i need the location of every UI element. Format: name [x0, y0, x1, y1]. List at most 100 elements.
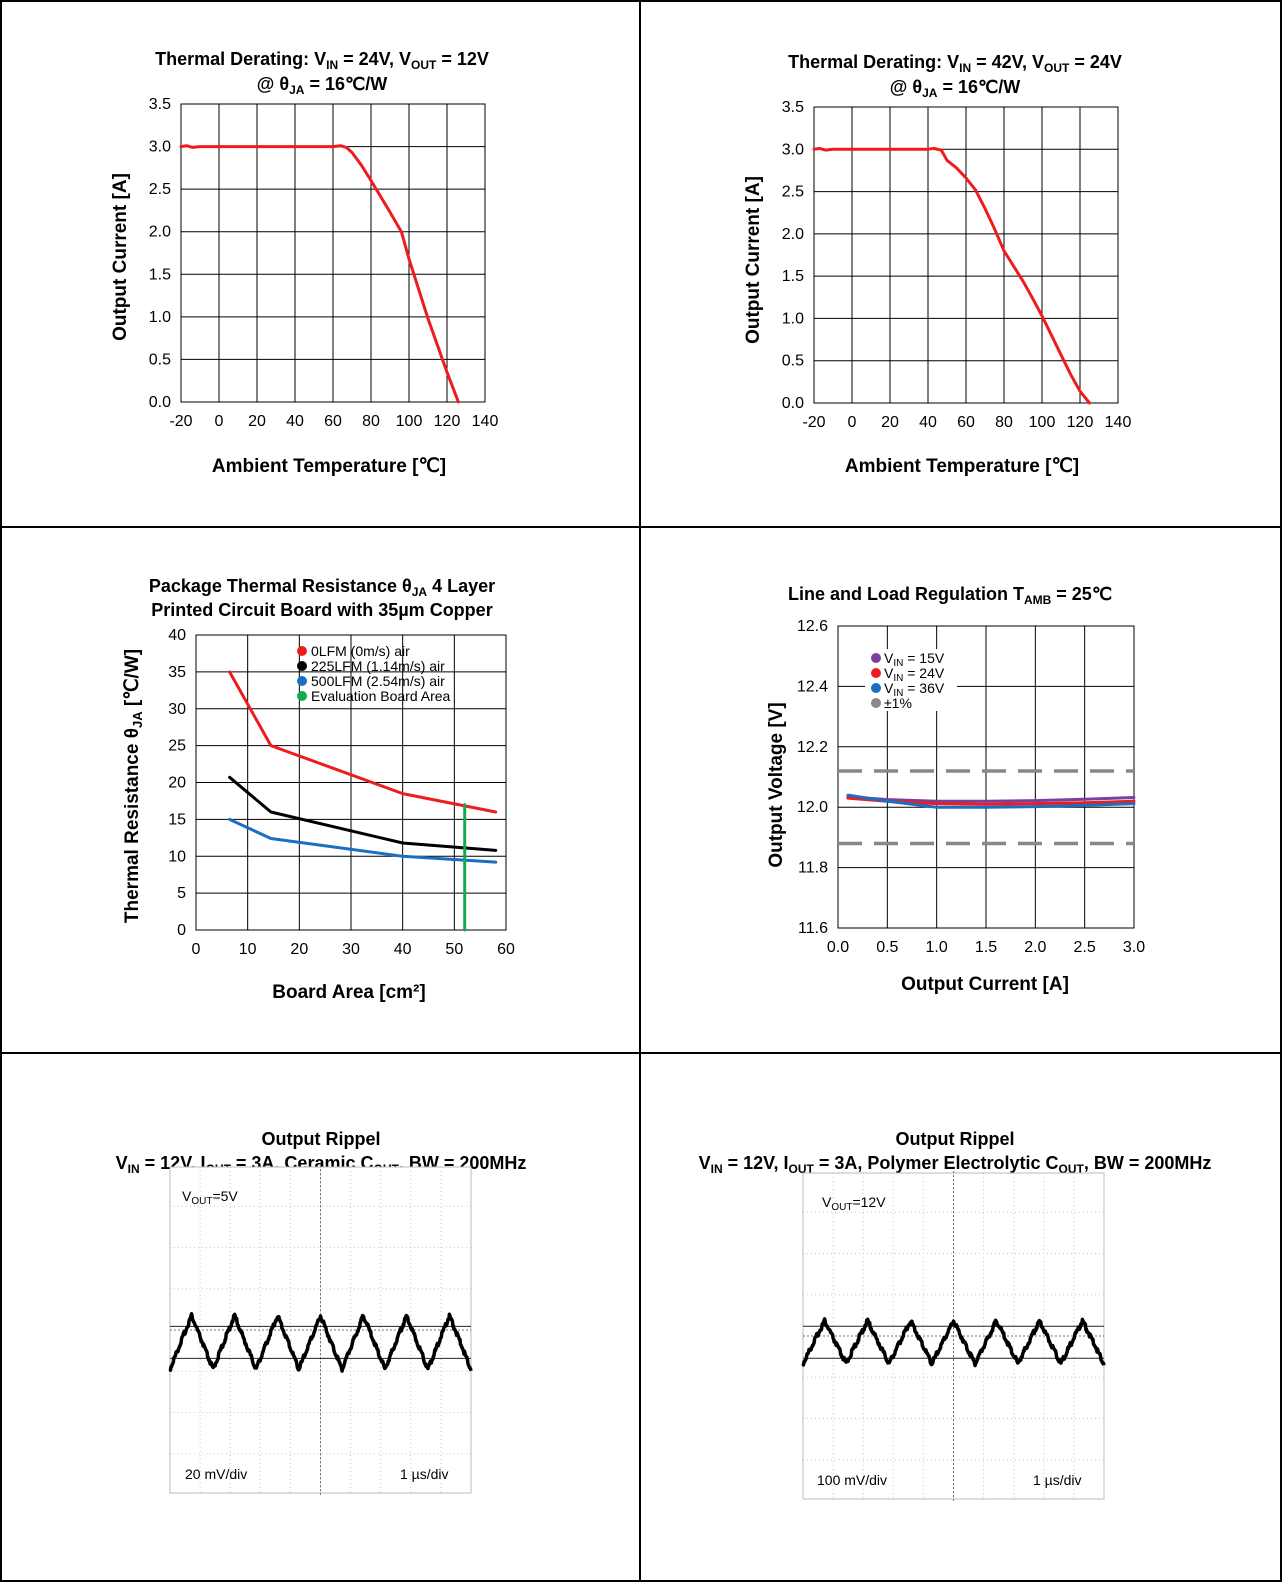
chart3-title-line1: Package Thermal Resistance θJA 4 Layer	[149, 576, 495, 599]
chart-thermal-derating-42v: Thermal Derating: VIN = 42V, VOUT = 24V …	[743, 52, 1131, 477]
chart3-x-tick-label: 20	[290, 941, 308, 958]
chart3-title-line2: Printed Circuit Board with 35µm Copper	[151, 600, 492, 620]
chart4-title: Line and Load Regulation TAMB = 25℃	[788, 584, 1112, 607]
chart2-series-line	[812, 146, 1091, 405]
chart3-y-ticks: 0 5 10 15 20 25 30 35 40	[168, 627, 186, 939]
chart2-x-tick-label: 0	[848, 414, 857, 431]
chart5-oscilloscope-screen	[168, 1165, 473, 1495]
chart4-y-tick-label: 12.0	[797, 799, 828, 816]
chart4-x-tick-label: 0.5	[876, 939, 898, 956]
chart2-x-tick-label: 60	[957, 414, 975, 431]
chart3-x-tick-label: 40	[394, 941, 412, 958]
chart3-y-tick-label: 0	[177, 922, 186, 939]
chart-output-ripple-polymer: Output Rippel VIN = 12V, IOUT = 3A, Poly…	[699, 1129, 1212, 1501]
chart6-time-scale: 1 µs/div	[1033, 1472, 1082, 1488]
chart3-x-ticks: 0 10 20 30 40 50 60	[192, 941, 515, 958]
legend-marker-225lfm	[297, 661, 307, 671]
legend-marker-24v	[871, 668, 881, 678]
chart1-y-axis-label: Output Current [A]	[110, 173, 131, 341]
chart1-y-tick-label: 2.0	[149, 224, 171, 241]
legend-marker-36v	[871, 683, 881, 693]
chart6-title-line2: VIN = 12V, IOUT = 3A, Polymer Electrolyt…	[699, 1153, 1212, 1176]
chart6-oscilloscope-screen	[801, 1171, 1106, 1501]
chart2-plot-area	[813, 106, 1119, 404]
chart2-x-tick-label: -20	[802, 414, 825, 431]
chart1-x-axis-label: Ambient Temperature [℃]	[212, 456, 446, 477]
chart1-x-tick-label: 40	[286, 413, 304, 430]
chart3-y-tick-label: 40	[168, 627, 186, 644]
chart1-x-tick-label: 20	[248, 413, 266, 430]
chart2-title-line2: @ θJA = 16℃/W	[890, 77, 1020, 100]
chart1-x-tick-label: 80	[362, 413, 380, 430]
legend-label-eval-area: Evaluation Board Area	[311, 688, 451, 704]
chart6-ripple-trace	[801, 1317, 1106, 1368]
legend-marker-500lfm	[297, 676, 307, 686]
chart2-y-axis-label: Output Current [A]	[743, 176, 764, 344]
chart1-y-tick-label: 3.0	[149, 139, 171, 156]
chart1-y-tick-label: 0.5	[149, 351, 171, 368]
chart3-series	[228, 670, 498, 932]
chart2-x-tick-label: 100	[1029, 414, 1056, 431]
chart3-y-tick-label: 35	[168, 664, 186, 681]
chart3-x-tick-label: 60	[497, 941, 515, 958]
chart3-y-tick-label: 5	[177, 885, 186, 902]
chart4-x-tick-label: 0.0	[827, 939, 849, 956]
chart1-title-line1: Thermal Derating: VIN = 24V, VOUT = 12V	[155, 49, 489, 72]
chart1-y-tick-label: 2.5	[149, 181, 171, 198]
chart4-y-axis-label: Output Voltage [V]	[766, 702, 787, 867]
chart4-x-tick-label: 1.0	[926, 939, 948, 956]
chart6-vertical-scale: 100 mV/div	[817, 1472, 887, 1488]
chart1-x-tick-label: 60	[324, 413, 342, 430]
chart3-x-tick-label: 10	[239, 941, 257, 958]
chart4-series-line	[846, 793, 1136, 809]
chart2-y-tick-label: 3.0	[782, 141, 804, 158]
chart3-legend: 0LFM (0m/s) air 225LFM (1.14m/s) air 500…	[297, 643, 451, 704]
chart3-y-tick-label: 10	[168, 848, 186, 865]
legend-label-24v: VIN = 24V	[884, 665, 945, 684]
chart-line-load-regulation: Line and Load Regulation TAMB = 25℃ 0.0 0…	[766, 584, 1145, 995]
chart4-y-tick-label: 11.6	[798, 920, 828, 937]
chart3-y-tick-label: 30	[168, 701, 186, 718]
chart4-y-tick-label: 11.8	[798, 860, 828, 877]
chart4-x-ticks: 0.0 0.5 1.0 1.5 2.0 2.5 3.0	[827, 939, 1145, 956]
chart4-y-tick-label: 12.6	[797, 618, 828, 635]
chart5-vertical-scale: 20 mV/div	[185, 1466, 247, 1482]
chart4-x-axis-label: Output Current [A]	[901, 974, 1069, 995]
chart4-plot-area	[837, 625, 1135, 929]
chart1-y-tick-label: 3.5	[149, 96, 171, 113]
chart3-x-axis-label: Board Area [cm²]	[272, 982, 425, 1003]
chart2-y-tick-label: 1.5	[782, 268, 804, 285]
chart5-time-scale: 1 µs/div	[400, 1466, 449, 1482]
chart2-x-tick-label: 80	[995, 414, 1013, 431]
chart3-x-tick-label: 50	[445, 941, 463, 958]
chart2-y-tick-label: 1.0	[782, 310, 804, 327]
legend-label-tolerance: ±1%	[884, 695, 912, 711]
chart2-x-tick-label: 20	[881, 414, 899, 431]
legend-marker-tolerance	[871, 698, 881, 708]
chart5-ripple-trace	[168, 1312, 473, 1373]
chart1-x-tick-label: 0	[215, 413, 224, 430]
chart3-y-tick-label: 20	[168, 775, 186, 792]
chart1-y-tick-label: 1.0	[149, 309, 171, 326]
chart3-y-tick-label: 25	[168, 738, 186, 755]
chart5-vout-label: VOUT=5V	[182, 1188, 238, 1207]
chart1-series	[179, 144, 460, 404]
chart2-x-axis-label: Ambient Temperature [℃]	[845, 456, 1079, 477]
chart1-y-tick-label: 0.0	[149, 394, 171, 411]
chart1-x-ticks: -20 0 20 40 60 80 100 120 140	[169, 413, 498, 430]
chart4-x-tick-label: 1.5	[975, 939, 997, 956]
chart1-series-line	[179, 144, 460, 404]
legend-label-225lfm: 225LFM (1.14m/s) air	[311, 658, 445, 674]
chart4-legend: VIN = 15V VIN = 24V VIN = 36V ±1%	[865, 649, 957, 711]
chart3-series-line	[228, 670, 498, 814]
chart4-y-tick-label: 12.2	[797, 739, 828, 756]
legend-label-0lfm: 0LFM (0m/s) air	[311, 643, 410, 659]
chart2-y-tick-label: 2.5	[782, 184, 804, 201]
chart2-y-tick-label: 0.5	[782, 353, 804, 370]
chart1-x-tick-label: 100	[396, 413, 423, 430]
chart2-title-line1: Thermal Derating: VIN = 42V, VOUT = 24V	[788, 52, 1122, 75]
chart4-y-ticks: 11.6 11.8 12.0 12.2 12.4 12.6	[797, 618, 828, 937]
chart6-vout-label: VOUT=12V	[822, 1194, 886, 1213]
chart3-series-line	[228, 817, 498, 864]
chart2-y-tick-label: 3.5	[782, 99, 804, 116]
